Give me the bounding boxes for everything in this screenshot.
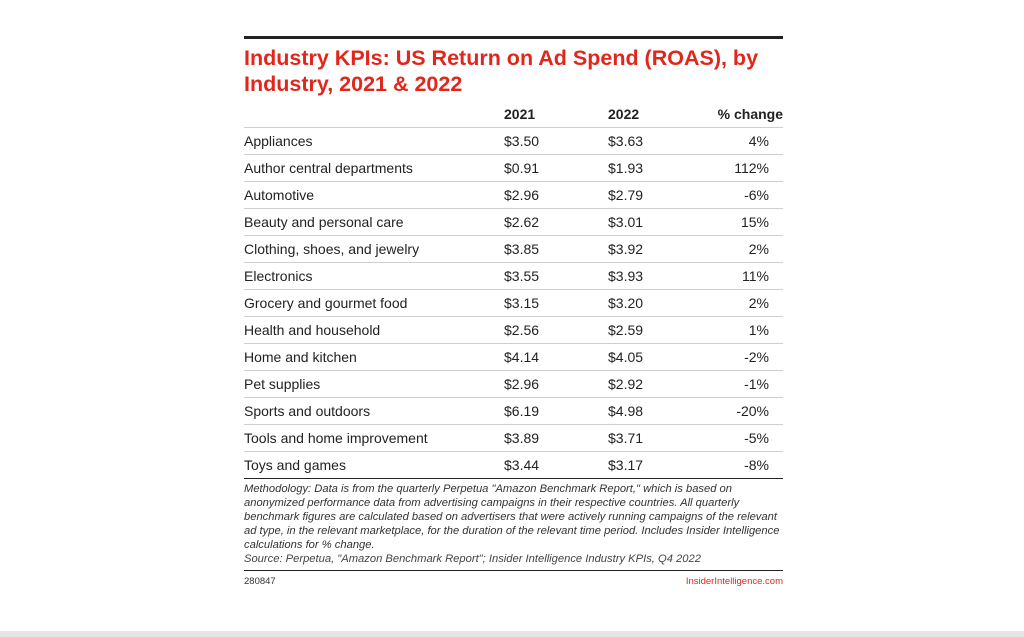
cell-2022: $4.05 bbox=[608, 343, 712, 371]
cell-2022: $3.93 bbox=[608, 262, 712, 290]
cell-industry: Toys and games bbox=[244, 451, 504, 479]
cell-industry: Health and household bbox=[244, 316, 504, 344]
cell-change: -20% bbox=[712, 397, 783, 425]
chart-title: Industry KPIs: US Return on Ad Spend (RO… bbox=[244, 46, 759, 96]
table-row: Automotive $2.96 $2.79 -6% bbox=[244, 181, 783, 209]
table-header-row: 2021 2022 % change bbox=[244, 101, 783, 128]
cell-2022: $4.98 bbox=[608, 397, 712, 425]
cell-2021: $3.50 bbox=[504, 127, 608, 155]
table-row: Sports and outdoors $6.19 $4.98 -20% bbox=[244, 397, 783, 425]
cell-industry: Clothing, shoes, and jewelry bbox=[244, 235, 504, 263]
cell-2021: $6.19 bbox=[504, 397, 608, 425]
cell-industry: Appliances bbox=[244, 127, 504, 155]
table-row: Tools and home improvement $3.89 $3.71 -5% bbox=[244, 424, 783, 452]
cell-change: 4% bbox=[712, 127, 783, 155]
cell-change: 2% bbox=[712, 235, 783, 263]
cell-2022: $3.01 bbox=[608, 208, 712, 236]
cell-2022: $2.92 bbox=[608, 370, 712, 398]
cell-change: 2% bbox=[712, 289, 783, 317]
chart-id: 280847 bbox=[244, 576, 276, 587]
footer: 280847 InsiderIntelligence.com bbox=[244, 570, 783, 587]
cell-2022: $3.63 bbox=[608, 127, 712, 155]
cell-2022: $2.79 bbox=[608, 181, 712, 209]
cell-2022: $3.92 bbox=[608, 235, 712, 263]
cell-change: -5% bbox=[712, 424, 783, 452]
table-row: Grocery and gourmet food $3.15 $3.20 2% bbox=[244, 289, 783, 317]
table-row: Electronics $3.55 $3.93 11% bbox=[244, 262, 783, 290]
cell-change: 112% bbox=[712, 154, 783, 182]
cell-2021: $3.15 bbox=[504, 289, 608, 317]
cell-2021: $4.14 bbox=[504, 343, 608, 371]
cell-2022: $3.17 bbox=[608, 451, 712, 479]
methodology-note: Methodology: Data is from the quarterly … bbox=[244, 483, 780, 551]
bottom-scrollbar-strip bbox=[0, 631, 1024, 637]
cell-change: 1% bbox=[712, 316, 783, 344]
cell-industry: Electronics bbox=[244, 262, 504, 290]
cell-2022: $3.20 bbox=[608, 289, 712, 317]
cell-2022: $2.59 bbox=[608, 316, 712, 344]
cell-industry: Tools and home improvement bbox=[244, 424, 504, 452]
cell-2021: $3.89 bbox=[504, 424, 608, 452]
table-row: Beauty and personal care $2.62 $3.01 15% bbox=[244, 208, 783, 236]
cell-change: -6% bbox=[712, 181, 783, 209]
cell-industry: Home and kitchen bbox=[244, 343, 504, 371]
cell-change: 11% bbox=[712, 262, 783, 290]
table-row: Pet supplies $2.96 $2.92 -1% bbox=[244, 370, 783, 398]
cell-change: 15% bbox=[712, 208, 783, 236]
kpi-table: 2021 2022 % change Appliances $3.50 $3.63 4… bbox=[244, 101, 783, 479]
header-change: % change bbox=[712, 101, 783, 128]
cell-industry: Automotive bbox=[244, 181, 504, 209]
cell-2022: $1.93 bbox=[608, 154, 712, 182]
brand-link[interactable]: InsiderIntelligence.com bbox=[685, 576, 783, 587]
table-row: Health and household $2.56 $2.59 1% bbox=[244, 316, 783, 344]
cell-2021: $0.91 bbox=[504, 154, 608, 182]
cell-industry: Grocery and gourmet food bbox=[244, 289, 504, 317]
cell-change: -2% bbox=[712, 343, 783, 371]
cell-industry: Pet supplies bbox=[244, 370, 504, 398]
table-row: Author central departments $0.91 $1.93 112% bbox=[244, 154, 783, 182]
cell-industry: Author central departments bbox=[244, 154, 504, 182]
header-2021: 2021 bbox=[504, 101, 608, 128]
cell-2021: $2.56 bbox=[504, 316, 608, 344]
source-note: Source: Perpetua, "Amazon Benchmark Repo… bbox=[244, 553, 701, 565]
cell-change: -1% bbox=[712, 370, 783, 398]
cell-industry: Beauty and personal care bbox=[244, 208, 504, 236]
header-industry bbox=[244, 101, 504, 128]
cell-industry: Sports and outdoors bbox=[244, 397, 504, 425]
cell-2021: $3.44 bbox=[504, 451, 608, 479]
table-row: Toys and games $3.44 $3.17 -8% bbox=[244, 451, 783, 479]
cell-2021: $2.96 bbox=[504, 181, 608, 209]
chart-card: Industry KPIs: US Return on Ad Spend (RO… bbox=[244, 36, 783, 587]
table-body: Appliances $3.50 $3.63 4% Author central dep… bbox=[244, 127, 783, 479]
header-2022: 2022 bbox=[608, 101, 712, 128]
cell-2021: $2.96 bbox=[504, 370, 608, 398]
cell-change: -8% bbox=[712, 451, 783, 479]
cell-2022: $3.71 bbox=[608, 424, 712, 452]
cell-2021: $2.62 bbox=[504, 208, 608, 236]
cell-2021: $3.55 bbox=[504, 262, 608, 290]
cell-2021: $3.85 bbox=[504, 235, 608, 263]
table-row: Appliances $3.50 $3.63 4% bbox=[244, 127, 783, 155]
top-rule bbox=[244, 36, 783, 39]
table-row: Clothing, shoes, and jewelry $3.85 $3.92 2% bbox=[244, 235, 783, 263]
table-row: Home and kitchen $4.14 $4.05 -2% bbox=[244, 343, 783, 371]
